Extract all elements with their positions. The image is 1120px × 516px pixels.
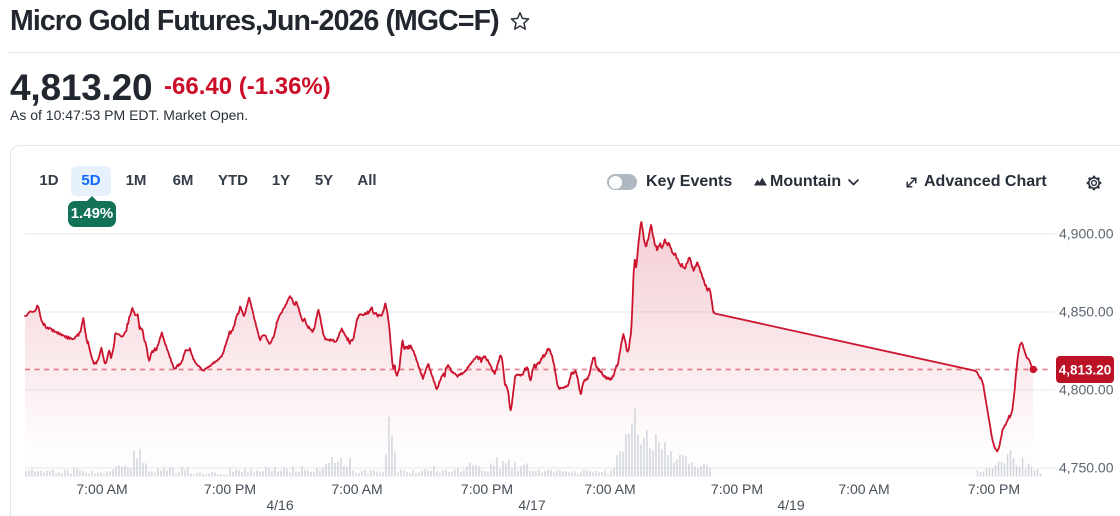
svg-text:4,900.00: 4,900.00 bbox=[1059, 225, 1114, 241]
svg-text:4/16: 4/16 bbox=[266, 497, 293, 513]
svg-text:4,800.00: 4,800.00 bbox=[1059, 382, 1114, 398]
svg-text:7:00 PM: 7:00 PM bbox=[968, 481, 1020, 497]
svg-text:4/19: 4/19 bbox=[777, 497, 804, 513]
svg-text:7:00 PM: 7:00 PM bbox=[711, 481, 763, 497]
svg-text:7:00 AM: 7:00 AM bbox=[838, 481, 889, 497]
svg-text:7:00 AM: 7:00 AM bbox=[76, 481, 127, 497]
svg-text:4,813.20: 4,813.20 bbox=[1059, 363, 1112, 378]
svg-text:7:00 PM: 7:00 PM bbox=[204, 481, 256, 497]
svg-text:4/17: 4/17 bbox=[518, 497, 545, 513]
svg-text:4,850.00: 4,850.00 bbox=[1059, 304, 1114, 320]
svg-text:7:00 AM: 7:00 AM bbox=[584, 481, 635, 497]
svg-text:7:00 AM: 7:00 AM bbox=[331, 481, 382, 497]
svg-text:4,750.00: 4,750.00 bbox=[1059, 460, 1114, 476]
svg-text:7:00 PM: 7:00 PM bbox=[461, 481, 513, 497]
